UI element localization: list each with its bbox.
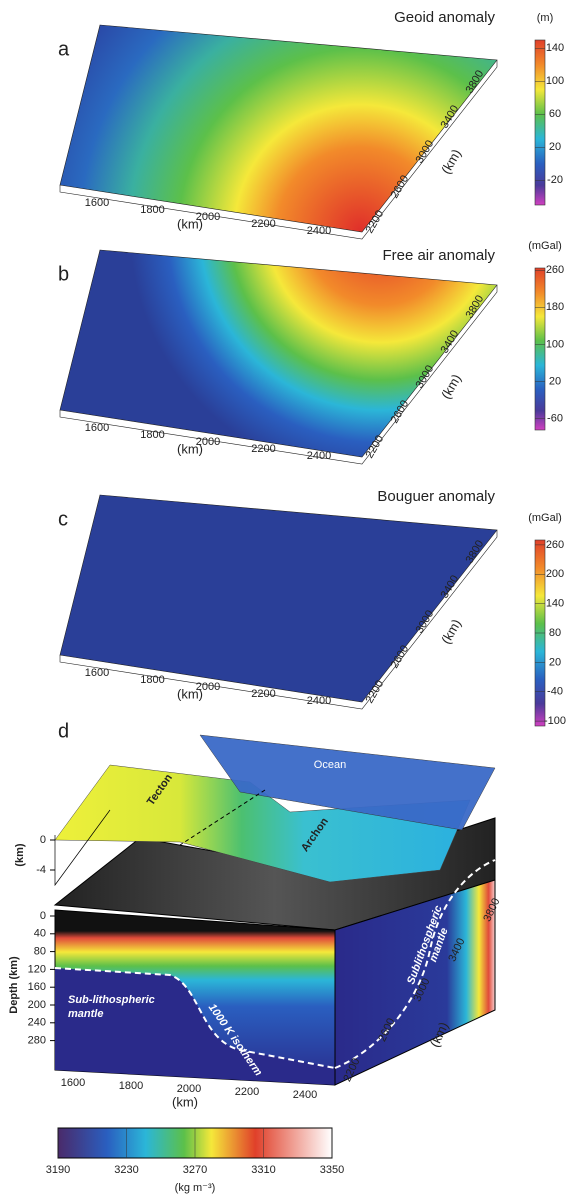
panel-label: d [58,720,69,742]
colorbar-tick-label: -60 [547,412,563,424]
colorbar-tick-label: 140 [546,42,564,54]
colorbar-unit: (mGal) [528,512,562,524]
top-axis-tick-label: 0 [40,834,46,846]
mantle-label: Sub-lithospheric [68,994,155,1006]
side-face [334,879,496,1086]
colorbar-tick-label: 180 [546,301,564,313]
colorbar-tick-label: 260 [546,264,564,276]
x-tick-label: 2200 [251,218,275,230]
surface-edge [59,285,498,465]
x-axis-label: (km) [172,1094,198,1109]
top-axis-label: (km) [14,843,26,867]
colorbar-unit: (m) [537,12,554,24]
x-tick-label: 1600 [85,422,109,434]
colorbar-tick-label: 260 [546,539,564,551]
panel-label: a [58,38,70,60]
x-tick-label: 1600 [85,197,109,209]
x-tick-label: 1800 [140,429,164,441]
colorbar-unit: (kg m⁻³) [175,1182,216,1194]
x-tick-label: 1800 [140,674,164,686]
x-tick-label: 2000 [196,436,220,448]
colorbar-tick-label: 3310 [251,1164,275,1176]
panel-title: Geoid anomaly [394,9,495,26]
panel-label: c [58,508,68,530]
x-tick-label: 2200 [251,443,275,455]
isotherm-line-side [334,859,496,1069]
x-tick-label: 2200 [251,688,275,700]
x-axis-label: (km) [177,686,203,701]
x-tick-label: 1800 [119,1080,143,1092]
panel-title: Free air anomaly [382,247,495,264]
colorbar-tick-label: 3270 [183,1164,207,1176]
colorbar-tick-label: 100 [546,75,564,87]
colorbar-tick-label: 20 [549,656,561,668]
x-tick-label: 2000 [177,1083,201,1095]
colorbar-tick-label: 3190 [46,1164,70,1176]
anomaly-surface [59,249,498,458]
mantle-region [55,968,335,1085]
x-tick-label: 2400 [307,695,331,707]
colorbar-unit: (mGal) [528,240,562,252]
colorbar [534,267,546,431]
depth-tick-label: 240 [28,1017,46,1029]
colorbar-tick-label: 3230 [114,1164,138,1176]
colorbar-tick-label: 80 [549,627,561,639]
colorbar-tick-label: 20 [549,141,561,153]
depth-tick-label: 0 [40,910,46,922]
colorbar-tick-label: 20 [549,375,561,387]
y-axis-label: (km) [438,371,464,401]
panel-title: Bouguer anomaly [377,488,495,505]
x-tick-label: 2400 [307,450,331,462]
depth-tick-label: 40 [34,928,46,940]
x-tick-label: 2000 [196,211,220,223]
depth-tick-label: 160 [28,981,46,993]
anomaly-surface [59,494,498,703]
anomaly-surface [59,24,498,233]
x-tick-label: 1800 [140,204,164,216]
depth-tick-label: 200 [28,999,46,1011]
colorbar-tick-label: 100 [546,338,564,350]
colorbar [534,39,546,206]
colorbar-tick-label: -40 [547,686,563,698]
region-label: Ocean [314,759,346,771]
ocean-surface [199,734,496,831]
topography-surface [54,764,471,883]
x-tick-label: 2200 [235,1086,259,1098]
depth-tick-label: 120 [28,963,46,975]
colorbar-tick-label: 60 [549,108,561,120]
frame-line [54,809,111,887]
colorbar-tick-label: -100 [544,715,566,727]
x-tick-label: 2000 [196,681,220,693]
isotherm-line [54,967,336,1069]
y-axis-label: (km) [438,146,464,176]
surface-edge [59,60,498,240]
colorbar-tick-label: 200 [546,568,564,580]
x-tick-label: 2400 [307,225,331,237]
x-tick-label: 1600 [85,667,109,679]
mantle-label: mantle [68,1008,103,1020]
y-axis-label: (km) [438,616,464,646]
x-tick-label: 2400 [293,1089,317,1101]
colorbar-tick-label: -20 [547,174,563,186]
panel-label: b [58,263,69,285]
depth-tick-label: 80 [34,946,46,958]
colorbar-tick-label: 140 [546,598,564,610]
depth-label: Depth (km) [8,956,20,1014]
boundary-line [179,789,266,846]
x-axis-label: (km) [177,216,203,231]
x-tick-label: 1600 [61,1077,85,1089]
top-axis-tick-label: -4 [36,864,46,876]
depth-tick-label: 280 [28,1035,46,1047]
colorbar-tick-label: 3350 [320,1164,344,1176]
x-axis-label: (km) [177,441,203,456]
surface-edge [59,530,498,710]
